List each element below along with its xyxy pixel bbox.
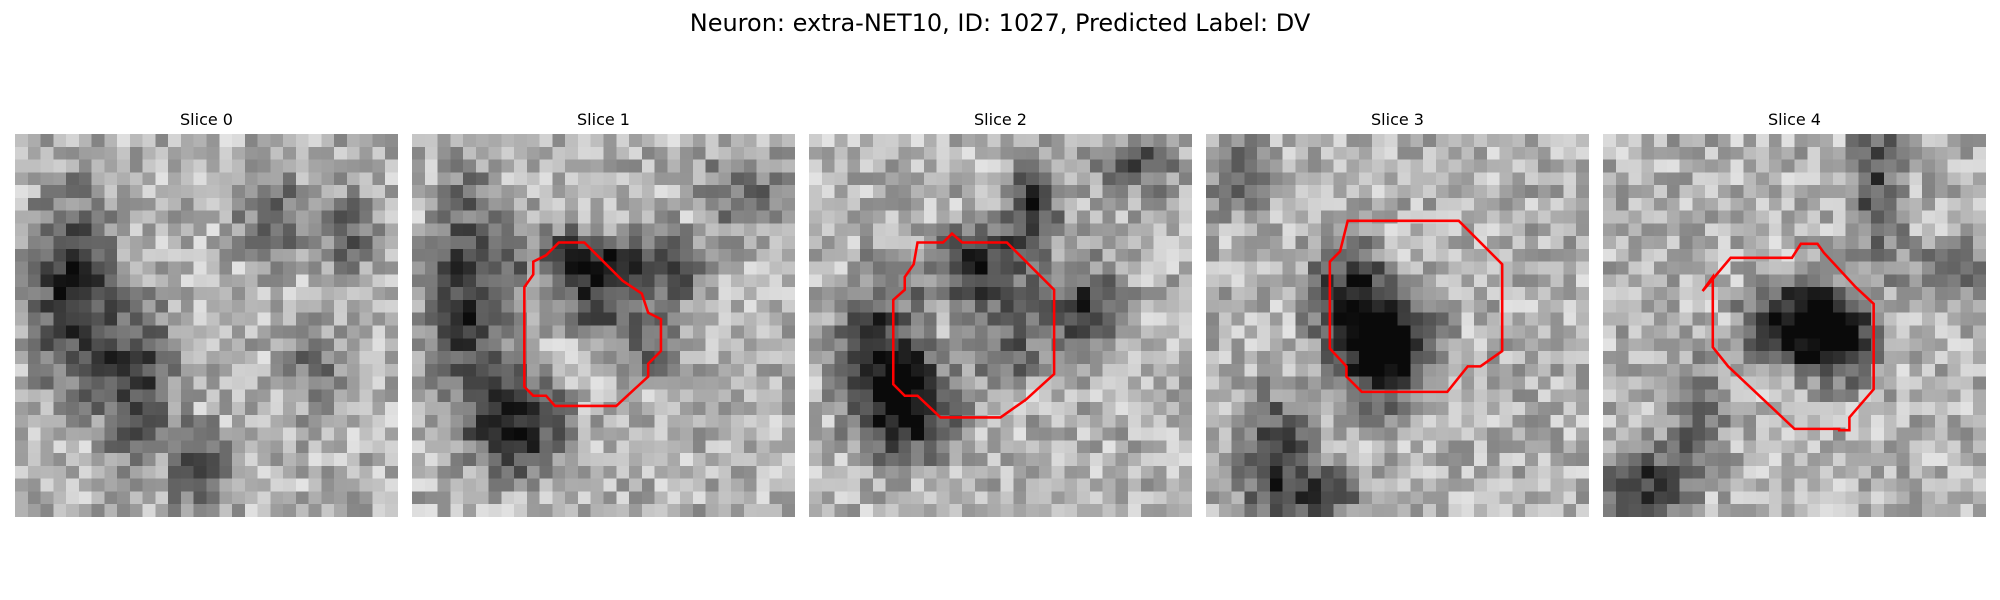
slice-image [1206,134,1589,517]
cell-outline [891,231,1056,419]
slice-title: Slice 4 [1768,110,1821,129]
slice-panel: Slice 0 [15,108,398,517]
slice-title: Slice 3 [1371,110,1424,129]
slice-panel: Slice 1 [412,108,795,517]
cell-outline [1701,242,1875,432]
slice-panel: Slice 4 [1603,108,1986,517]
slice-title: Slice 0 [180,110,233,129]
slice-title: Slice 2 [974,110,1027,129]
cell-outline [523,241,663,408]
cell-outline [1328,219,1504,394]
slice-image [412,134,795,517]
figure-title: Neuron: extra-NET10, ID: 1027, Predicted… [689,9,1311,37]
slice-title: Slice 1 [577,110,630,129]
slice-image [809,134,1192,517]
slice-image [1603,134,1986,517]
slice-panel: Slice 2 [809,108,1192,517]
slice-panel: Slice 3 [1206,108,1589,517]
slice-image [15,134,398,517]
